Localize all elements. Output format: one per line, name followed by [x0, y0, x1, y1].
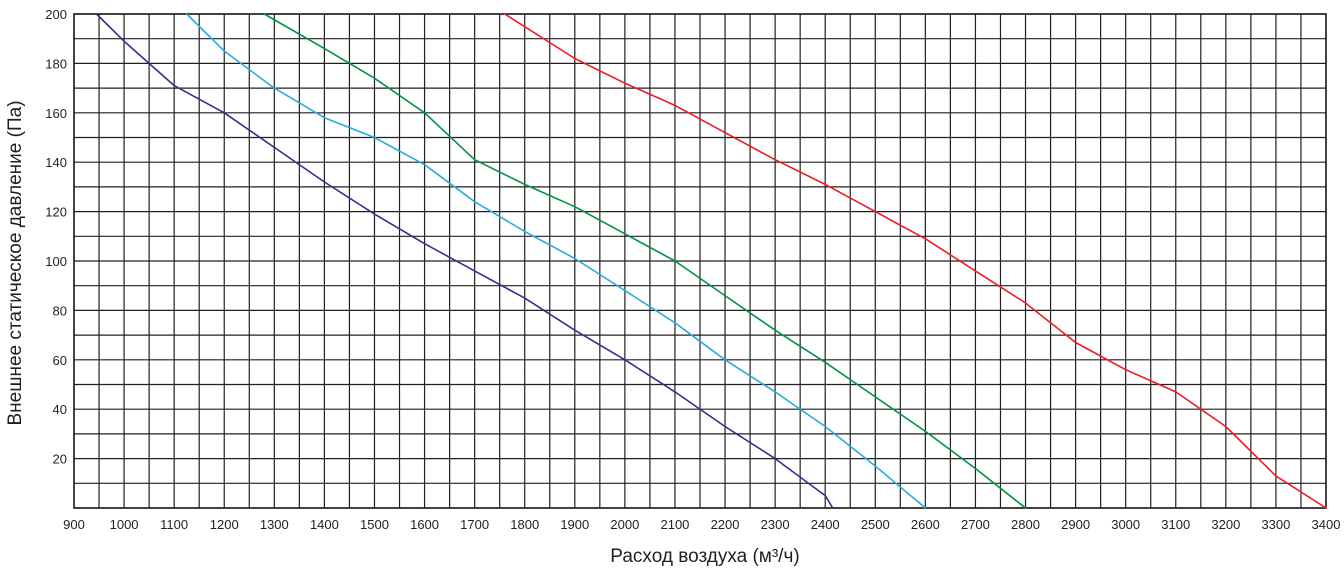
y-tick-label: 180 [45, 56, 67, 71]
y-tick-label: 160 [45, 106, 67, 121]
x-tick-label: 3400 [1312, 517, 1341, 532]
y-tick-label: 60 [53, 353, 67, 368]
x-tick-label: 2200 [711, 517, 740, 532]
x-tick-label: 2600 [911, 517, 940, 532]
x-tick-label: 2000 [610, 517, 639, 532]
x-tick-label: 900 [63, 517, 85, 532]
x-tick-label: 1900 [560, 517, 589, 532]
y-tick-label: 200 [45, 7, 67, 22]
x-axis-label: Расход воздуха (м³/ч) [610, 546, 799, 567]
series-line-4 [503, 13, 1327, 509]
x-tick-label: 2100 [660, 517, 689, 532]
x-tick-label: 1700 [460, 517, 489, 532]
plot-frame [73, 13, 1327, 509]
series-line-1 [95, 13, 834, 509]
y-tick-label: 20 [53, 452, 67, 467]
x-tick-label: 2900 [1061, 517, 1090, 532]
x-tick-label: 1400 [310, 517, 339, 532]
grid [73, 13, 1327, 509]
y-tick-label: 100 [45, 254, 67, 269]
x-tick-label: 3300 [1261, 517, 1290, 532]
x-tick-label: 1300 [260, 517, 289, 532]
x-tick-label: 3200 [1211, 517, 1240, 532]
x-tick-label: 3100 [1161, 517, 1190, 532]
tick-labels: 900 1000 1100 1200 1300 1400 1500 1600 1700 1800 1… [45, 7, 1340, 532]
y-tick-label: 120 [45, 205, 67, 220]
y-tick-label: 40 [53, 402, 67, 417]
x-tick-label: 1500 [360, 517, 389, 532]
series-line-2 [185, 13, 927, 509]
series-line-3 [263, 13, 1027, 509]
x-tick-label: 3000 [1111, 517, 1140, 532]
x-tick-label: 1600 [410, 517, 439, 532]
y-tick-label: 140 [45, 155, 67, 170]
x-tick-label: 2400 [811, 517, 840, 532]
y-axis-label: Внешнее статическое давление (Па) [5, 100, 26, 425]
series-lines [95, 13, 1327, 509]
x-tick-label: 1000 [110, 517, 139, 532]
y-tick-label: 80 [53, 303, 67, 318]
x-tick-label: 2800 [1011, 517, 1040, 532]
x-tick-label: 2300 [761, 517, 790, 532]
x-tick-label: 2500 [861, 517, 890, 532]
x-tick-label: 1200 [210, 517, 239, 532]
x-tick-label: 2700 [961, 517, 990, 532]
x-tick-label: 1100 [160, 517, 188, 532]
x-tick-label: 1800 [510, 517, 539, 532]
